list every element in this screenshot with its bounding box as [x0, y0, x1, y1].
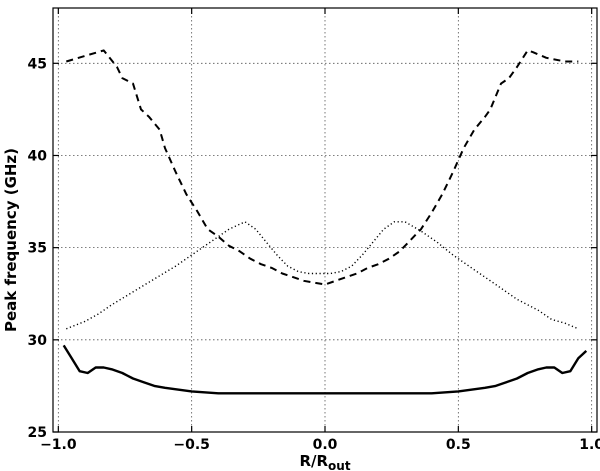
series-layer	[62, 49, 588, 395]
x-tick-label: 0.0	[313, 437, 338, 453]
x-axis-label: R/Rout	[299, 452, 350, 471]
y-tick-label: 25	[28, 425, 47, 441]
y-axis-label: Peak frequency (GHz)	[2, 148, 20, 332]
y-tick-label: 30	[28, 333, 48, 349]
y-tick-label: 40	[28, 148, 48, 164]
series-line-solid	[62, 344, 588, 395]
series-line-dotted	[66, 221, 579, 330]
x-tick-label: 1.0	[579, 437, 600, 453]
y-tick-label: 45	[28, 56, 47, 72]
grid	[53, 8, 597, 433]
x-tick-label: −1.0	[40, 437, 77, 453]
x-tick-label: −0.5	[173, 437, 210, 453]
series-line-dashed	[66, 49, 579, 286]
x-tick-label: 0.5	[446, 437, 471, 453]
y-tick-label: 35	[28, 241, 47, 257]
ticks: −1.0 −0.5 0.0 0.5 1.0 25 30 35 40 45	[28, 8, 600, 453]
